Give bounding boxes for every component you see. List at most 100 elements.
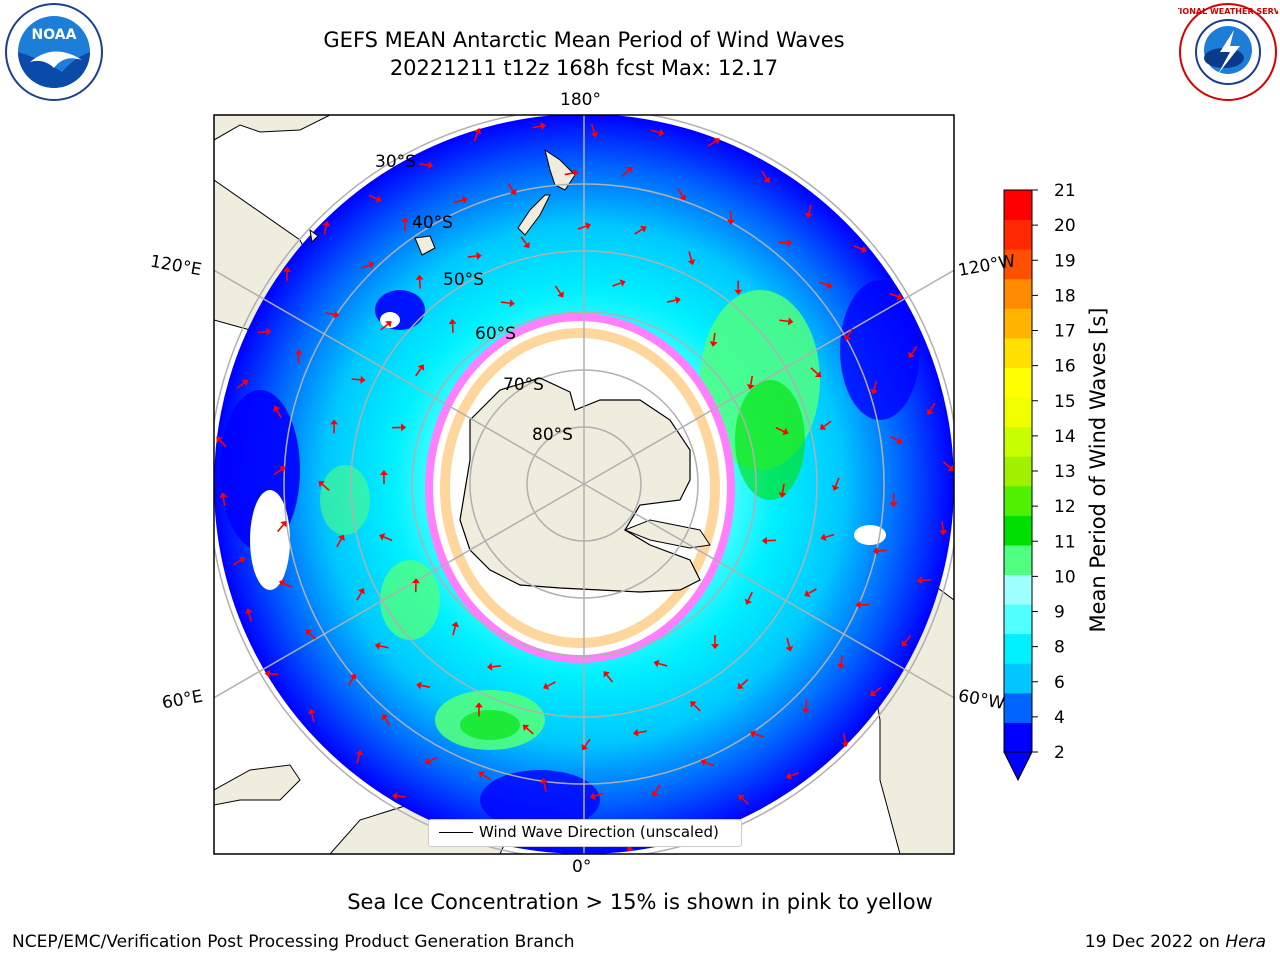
wave-direction-arrow	[808, 588, 817, 595]
wave-direction-arrowhead	[219, 492, 228, 498]
wave-direction-arrow	[277, 524, 284, 533]
wave-direction-arrowhead	[448, 318, 457, 325]
wave-direction-arrowhead	[589, 792, 596, 800]
wave-direction-arrowhead	[473, 128, 482, 135]
wave-direction-arrow	[384, 717, 391, 727]
wave-direction-arrowhead	[486, 662, 493, 671]
wave-direction-arrow	[786, 637, 791, 648]
wave-direction-arrowhead	[640, 225, 647, 233]
wave-direction-arrow	[621, 169, 630, 177]
wave-direction-arrowhead	[687, 259, 696, 266]
lat-label-30s: 30°S	[375, 152, 416, 172]
colorbar-tick-label: 18	[1054, 286, 1076, 306]
wave-direction-arrowhead	[837, 663, 846, 669]
wave-direction-arrowhead	[557, 291, 564, 298]
wave-direction-arrowhead	[785, 772, 792, 780]
wave-direction-arrowhead	[947, 464, 954, 471]
wave-direction-arrowhead	[584, 222, 591, 230]
wave-direction-arrowhead	[509, 299, 515, 308]
wave-direction-arrow	[612, 282, 622, 287]
wave-direction-arrowhead	[841, 741, 850, 748]
wave-direction-arrowhead	[619, 279, 626, 287]
wave-direction-arrow	[420, 684, 431, 688]
wave-direction-arrow	[356, 754, 361, 764]
wave-direction-arrow	[543, 782, 547, 792]
wave-direction-arrow	[853, 245, 863, 251]
wave-direction-arrowhead	[750, 730, 757, 738]
wave-direction-arrowhead	[786, 238, 793, 247]
wave-direction-arrow	[269, 672, 279, 676]
wave-direction-arrow	[308, 632, 317, 640]
sea-ice-caption: Sea Ice Concentration > 15% is shown in …	[347, 890, 933, 914]
wave-direction-arrowhead	[245, 608, 253, 614]
colorbar-tick-label: 8	[1054, 638, 1065, 658]
colorbar-segment	[1004, 397, 1032, 428]
wave-direction-arrowhead	[734, 289, 743, 295]
noaa-logo: NOAA	[5, 3, 103, 101]
wave-direction-arrow	[473, 132, 479, 142]
wave-direction-arrow	[564, 172, 574, 176]
wave-direction-arrowhead	[540, 122, 547, 130]
wave-direction-arrowhead	[216, 436, 223, 443]
wave-direction-arrow	[740, 678, 749, 687]
wave-direction-arrowhead	[738, 794, 745, 801]
wave-direction-arrowhead	[417, 364, 425, 371]
wave-direction-arrowhead	[374, 642, 381, 650]
meridians	[214, 115, 954, 854]
wave-direction-arrowhead	[283, 266, 292, 272]
wave-direction-arrow	[889, 292, 899, 298]
wave-direction-arrowhead	[826, 281, 833, 289]
wave-direction-arrowhead	[737, 682, 744, 689]
colorbar-label: Mean Period of Wind Waves [s]	[1086, 307, 1110, 633]
wave-direction-arrowhead	[872, 547, 879, 556]
wave-direction-arrowhead	[322, 220, 331, 227]
wave-direction-arrowhead	[855, 600, 861, 609]
wave-direction-arrow	[222, 497, 226, 507]
colorbar-segment	[1004, 308, 1032, 339]
wave-direction-arrow	[825, 533, 835, 538]
wave-direction-arrow	[276, 409, 282, 419]
lat-label-40s: 40°S	[412, 213, 453, 233]
wave-direction-arrow	[942, 461, 951, 469]
lon-label-180: 180°	[560, 90, 601, 110]
wave-direction-arrow	[248, 612, 253, 622]
colorbar-tick-label: 10	[1054, 567, 1076, 587]
wave-direction-arrowhead	[572, 168, 579, 177]
wave-direction-arrow	[904, 635, 912, 644]
wave-direction-arrowhead	[381, 713, 389, 721]
wave-direction-arrowhead	[860, 245, 867, 253]
wave-direction-arrowhead	[411, 578, 420, 584]
wave-direction-arrowhead	[675, 296, 681, 305]
footer-host: Hera	[1225, 932, 1266, 952]
noaa-logo-text: NOAA	[32, 27, 77, 43]
wave-direction-arrowhead	[280, 520, 287, 528]
wave-direction-arrow	[741, 797, 750, 805]
wave-direction-arrow	[747, 591, 753, 601]
wave-direction-arrowhead	[238, 556, 246, 564]
wave-direction-arrow	[379, 645, 389, 649]
wave-direction-arrow	[520, 236, 528, 245]
colorbar-tick-label: 19	[1054, 251, 1076, 271]
wave-direction-arrow	[428, 756, 438, 762]
wave-direction-arrow	[323, 225, 328, 235]
australia-land	[214, 115, 331, 141]
colorbar-tick-label: 21	[1054, 181, 1076, 201]
wave-direction-arrowhead	[814, 370, 822, 378]
wave-direction-arrowhead	[337, 534, 345, 541]
colorbar-segment	[1004, 426, 1032, 457]
wave-direction-arrow	[232, 559, 242, 566]
wave-direction-arrow	[547, 681, 556, 687]
wave-direction-arrowhead	[711, 644, 720, 650]
wave-direction-arrow	[383, 536, 393, 542]
wave-direction-arrowhead	[870, 388, 878, 395]
wave-direction-arrowhead	[392, 792, 398, 800]
colorbar-segment	[1004, 515, 1032, 546]
wave-direction-arrow	[325, 312, 335, 316]
colorbar-segment	[1004, 663, 1032, 694]
wave-direction-arrow	[415, 368, 422, 377]
wave-direction-arrow	[846, 328, 854, 337]
map-frame	[213, 114, 955, 855]
wave-direction-arrow	[877, 549, 887, 552]
lon-label-0: 0°	[572, 857, 592, 877]
